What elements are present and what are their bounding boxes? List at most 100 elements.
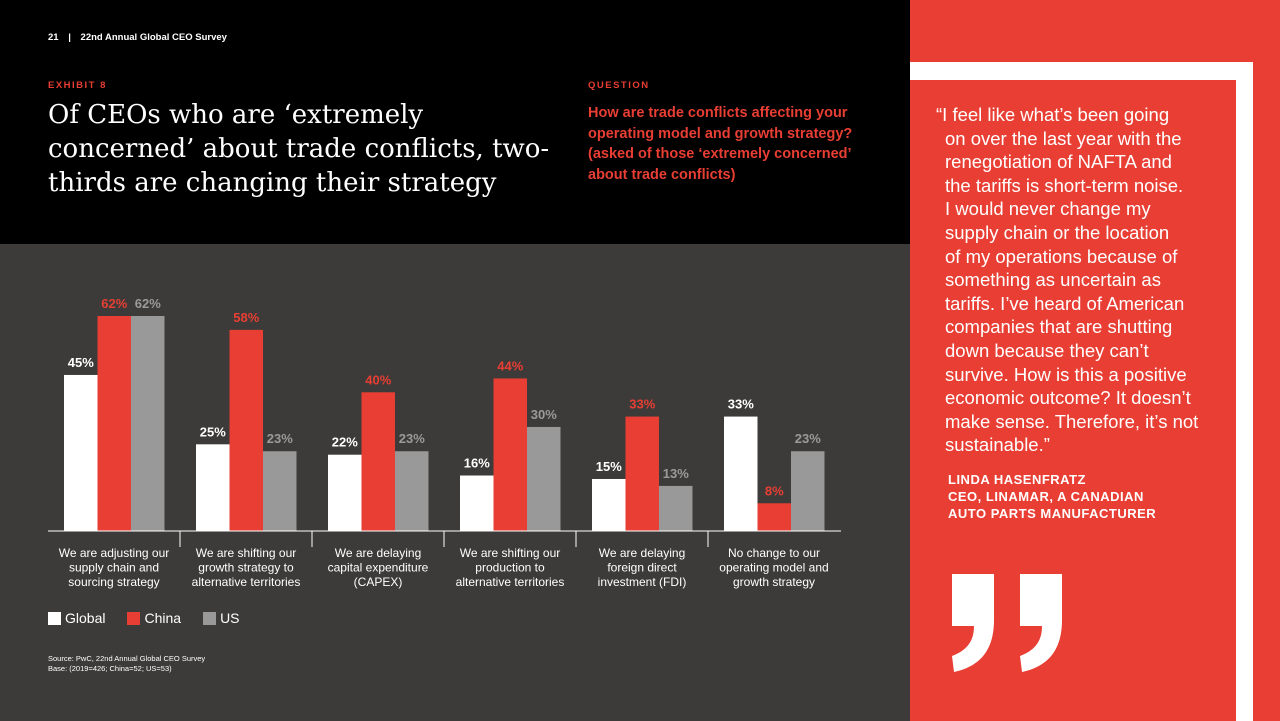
category-label-line: investment (FDI) — [598, 575, 687, 589]
data-label-us: 62% — [135, 296, 161, 311]
category-label-line: supply chain and — [69, 561, 159, 575]
page-header: 21 | 22nd Annual Global CEO Survey — [48, 32, 227, 43]
bar-global — [460, 475, 494, 531]
category-label-line: growth strategy to — [198, 561, 294, 575]
legend-label-global: Global — [65, 610, 106, 626]
bar-global — [592, 478, 626, 531]
bar-us — [263, 451, 297, 531]
bar-china — [97, 316, 131, 531]
category-label: We are delaying capital expenditure (CAPEX… — [328, 546, 429, 589]
pull-quote: “I feel like what’s been going on over t… — [936, 103, 1226, 457]
source-line: Source: PwC, 22nd Annual Global CEO Surv… — [48, 654, 206, 663]
quote-line: renegotiation of NAFTA and — [945, 151, 1172, 173]
quote-line: economic outcome? It doesn’t — [945, 387, 1191, 409]
category-label: We are shifting our production to alternat… — [456, 546, 565, 589]
bar-us — [395, 451, 429, 531]
quote-line: make sense. Therefore, it’s not — [945, 410, 1199, 432]
closing-quote-icon — [952, 574, 1062, 672]
data-label-china: 44% — [497, 358, 523, 373]
quote-line: supply chain or the location — [945, 221, 1170, 243]
question-label: QUESTION — [588, 80, 650, 91]
attribution-name: LINDA HASENFRATZ — [948, 472, 1086, 487]
data-label-global: 16% — [464, 456, 490, 471]
bar-china — [757, 503, 791, 531]
category-label-line: We are delaying — [599, 546, 686, 560]
bar-us — [791, 451, 825, 531]
data-label-us: 30% — [531, 407, 557, 422]
quote-line: down because they can’t — [945, 339, 1149, 361]
data-label-global: 15% — [596, 459, 622, 474]
data-label-china: 33% — [629, 397, 655, 412]
category-label: No change to our operating model and growt… — [719, 546, 828, 589]
data-label-global: 45% — [68, 355, 94, 370]
bar-us — [131, 316, 165, 531]
data-label-china: 8% — [765, 483, 784, 498]
legend-label-china: China — [144, 610, 182, 626]
quote-line: sustainable.” — [945, 434, 1050, 456]
data-label-global: 25% — [200, 424, 226, 439]
category-label: We are shifting our growth strategy to alt… — [192, 546, 301, 589]
category-label: We are adjusting our supply chain and sour… — [59, 546, 170, 589]
data-label-us: 23% — [399, 431, 425, 446]
bar-chart: 45% 62% 62% We are adjusting our supply chai… — [48, 296, 841, 589]
bar-global — [724, 416, 758, 531]
category-label-line: (CAPEX) — [354, 575, 403, 589]
category-label-line: We are shifting our — [460, 546, 561, 560]
category-label-line: alternative territories — [456, 575, 565, 589]
legend-item-us: US — [203, 610, 240, 626]
data-label-china: 58% — [233, 310, 259, 325]
data-label-china: 62% — [101, 296, 127, 311]
quote-line: the tariffs is short-term noise. — [945, 174, 1184, 196]
quote-line: on over the last year with the — [945, 127, 1182, 149]
quote-line: I would never change my — [945, 198, 1151, 220]
exhibit-label: EXHIBIT 8 — [48, 80, 107, 91]
chart-legend: Global China US — [48, 610, 240, 626]
bar-china — [229, 329, 263, 531]
category-label-line: alternative territories — [192, 575, 301, 589]
question-text: How are trade conflicts affecting your o… — [588, 105, 853, 183]
legend-swatch-global — [48, 611, 61, 625]
data-label-global: 33% — [728, 397, 754, 412]
category-label-line: No change to our — [728, 546, 820, 560]
bar-china — [625, 416, 659, 531]
category-label-line: We are delaying — [335, 546, 422, 560]
category-label-line: We are shifting our — [196, 546, 297, 560]
category-label-line: foreign direct — [607, 561, 677, 575]
legend-swatch-china — [127, 611, 141, 625]
category-label-line: production to — [475, 561, 545, 575]
category-label-line: sourcing strategy — [68, 575, 159, 589]
source-note: Source: PwC, 22nd Annual Global CEO Surv… — [48, 654, 205, 674]
bar-china — [493, 378, 527, 531]
quote-line: survive. How is this a positive — [945, 363, 1187, 385]
attribution-role: CEO, LINAMAR, A CANADIAN — [948, 489, 1144, 504]
category-label-line: capital expenditure — [328, 561, 429, 575]
bar-us — [527, 426, 561, 531]
report-title: 22nd Annual Global CEO Survey — [80, 32, 227, 43]
quote-line: “I feel like what’s been going — [936, 104, 1170, 125]
bar-global — [196, 444, 230, 531]
quote-mark-right — [1020, 574, 1062, 672]
quote-line: companies that are shutting — [945, 316, 1173, 338]
quote-attribution: LINDA HASENFRATZ CEO, LINAMAR, A CANADIA… — [948, 471, 1156, 522]
data-label-us: 13% — [663, 466, 689, 481]
data-label-us: 23% — [267, 431, 293, 446]
base-line: Base: (2019=426; China=52; US=53) — [48, 664, 172, 673]
page-number: 21 — [48, 32, 59, 43]
legend-item-global: Global — [48, 610, 105, 626]
legend-item-china: China — [127, 610, 181, 626]
exhibit-title: Of CEOs who are ‘extremely concerned’ ab… — [48, 100, 550, 198]
header-panel — [0, 0, 910, 244]
quote-line: of my operations because of — [945, 245, 1178, 267]
header-separator: | — [68, 32, 71, 43]
category-label-line: operating model and — [719, 561, 828, 575]
data-label-us: 23% — [795, 431, 821, 446]
quote-mark-left — [952, 574, 994, 672]
quote-line: tariffs. I’ve heard of American — [945, 292, 1185, 314]
category-label: We are delaying foreign direct investment … — [598, 546, 687, 589]
category-label-line: growth strategy — [733, 575, 815, 589]
bar-china — [361, 392, 395, 531]
data-label-china: 40% — [365, 372, 391, 387]
quote-line: something as uncertain as — [945, 269, 1161, 291]
legend-label-us: US — [220, 610, 240, 626]
bar-us — [659, 485, 693, 531]
